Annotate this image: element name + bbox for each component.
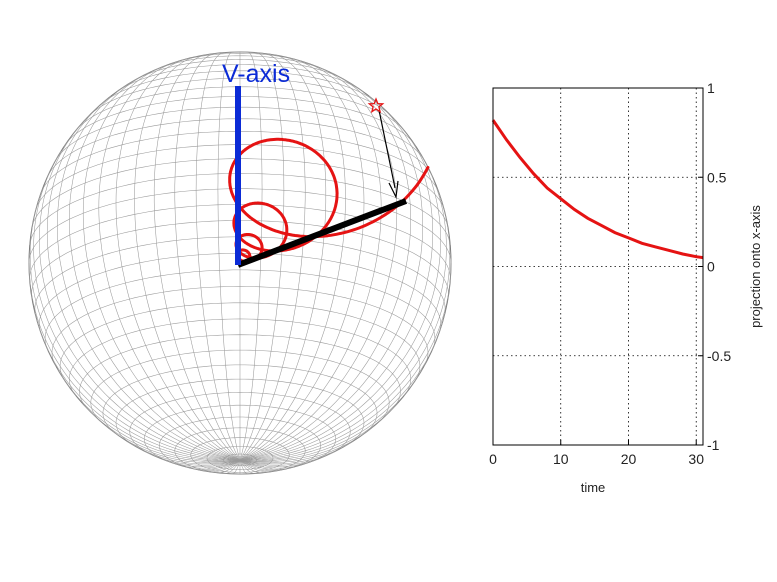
y-tick-label: -0.5 (707, 348, 731, 364)
mesh-line (28, 256, 241, 461)
mesh-line (63, 96, 417, 147)
mesh-line (144, 450, 241, 466)
mesh-line (36, 318, 241, 461)
x-tick-label: 10 (553, 451, 569, 467)
mesh-line (239, 194, 451, 461)
mesh-line (69, 318, 411, 396)
mesh-line (105, 425, 241, 464)
mesh-line (239, 72, 411, 461)
projection-chart: 0 10 20 30-1 -0.5 0 0.5 1 time projection onto … (489, 80, 763, 495)
mesh-line (217, 51, 241, 461)
mesh-line (239, 450, 336, 466)
mesh-line (69, 72, 241, 461)
mesh-line (239, 318, 444, 461)
y-tick-label: 0.5 (707, 169, 727, 185)
mesh-line (101, 70, 379, 104)
y-tick-label: 1 (707, 80, 715, 96)
mesh-line (239, 81, 423, 461)
mesh-line (239, 458, 319, 467)
mesh-line (239, 402, 399, 463)
mesh-line (29, 204, 451, 282)
mesh-line (134, 56, 241, 461)
mesh-line (54, 106, 426, 162)
mesh-line (161, 458, 241, 467)
mesh-line (153, 54, 241, 461)
mesh-line (102, 364, 378, 437)
mesh-line (39, 253, 441, 334)
mesh-line (215, 460, 241, 473)
mesh-line (239, 150, 447, 461)
arrow-icon (378, 109, 399, 200)
y-tick-label: -1 (707, 437, 720, 453)
mesh-line (239, 460, 265, 473)
mesh-line (57, 81, 241, 461)
mesh-line (59, 302, 421, 382)
mesh-line (239, 65, 398, 461)
mesh-line (90, 349, 390, 423)
mesh-line (29, 194, 241, 461)
mesh-line (239, 52, 285, 461)
mesh-line (185, 460, 241, 470)
mesh-line (57, 369, 241, 462)
mesh-line (39, 118, 241, 461)
x-tick-label: 0 (489, 451, 497, 467)
mesh-line (207, 460, 241, 473)
mesh-line (197, 460, 241, 471)
mesh-line (75, 86, 405, 131)
star-shape (367, 97, 385, 114)
mesh-line (239, 369, 423, 462)
chart-grid (493, 88, 703, 445)
mesh-line (82, 65, 241, 461)
x-tick-label: 30 (688, 451, 704, 467)
mesh-line (98, 61, 241, 461)
mesh-line (173, 460, 241, 469)
mesh-line (33, 150, 241, 461)
mesh-line (46, 118, 434, 179)
mesh-line (239, 425, 375, 464)
x-tick-label: 20 (621, 451, 637, 467)
mesh-line (239, 118, 441, 461)
x-axis-line (236, 198, 408, 268)
mesh-line (29, 173, 451, 245)
y-tick-label: 0 (707, 259, 715, 275)
mesh-line (239, 460, 307, 469)
mesh-line (127, 441, 241, 465)
sphere-pole (229, 456, 251, 465)
mesh-line (143, 404, 337, 466)
mesh-line (195, 52, 241, 461)
mesh-line (239, 56, 346, 461)
sphere-mesh (28, 51, 452, 475)
mesh-line (239, 460, 295, 470)
mesh-line (35, 144, 445, 212)
mesh-line (239, 460, 257, 474)
mesh-line (44, 269, 436, 351)
mesh-line (239, 256, 452, 461)
x-axis-label: time (581, 480, 606, 495)
mesh-line (239, 460, 273, 473)
mesh-line (239, 441, 353, 465)
mesh-line (239, 53, 306, 461)
series-line (491, 119, 704, 260)
mesh-line (115, 57, 241, 461)
mesh-line (239, 61, 382, 461)
mesh-line (239, 460, 283, 471)
mesh-line (239, 57, 365, 461)
mesh-line (223, 460, 241, 474)
chart-ticks: 0 10 20 30-1 -0.5 0 0.5 1 (489, 80, 731, 467)
mesh-line (174, 53, 241, 461)
mesh-line (239, 95, 434, 461)
v-axis-label: V-axis (222, 60, 290, 88)
mesh-line (81, 402, 241, 463)
star-icon (367, 97, 385, 114)
mesh-line (79, 334, 401, 411)
y-axis-label: projection onto x-axis (748, 205, 763, 328)
mesh-line (51, 286, 429, 367)
mesh-line (46, 95, 241, 461)
